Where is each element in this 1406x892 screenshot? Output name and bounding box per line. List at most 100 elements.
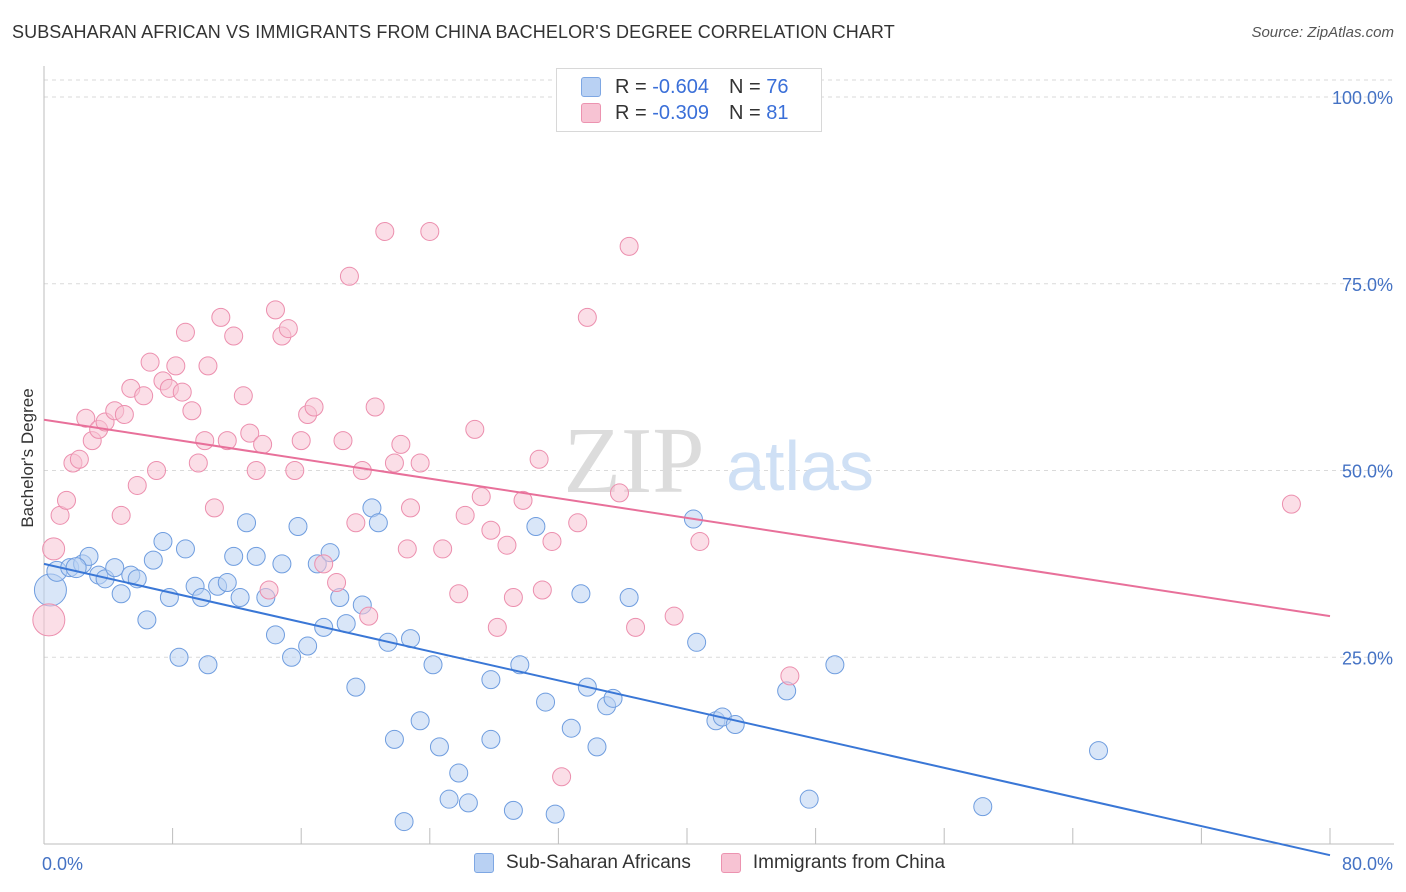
pink-data-point — [147, 461, 167, 480]
pink-data-point — [211, 307, 231, 327]
pink-data-point — [568, 513, 588, 533]
blue-data-point — [65, 557, 87, 579]
legend-r-value: -0.604 — [652, 75, 709, 98]
pink-data-point — [497, 535, 517, 555]
pink-data-point — [217, 431, 237, 451]
pink-data-point — [114, 404, 134, 424]
source-label: Source: ZipAtlas.com — [1251, 24, 1394, 41]
pink-data-point — [32, 603, 66, 637]
legend-row-blue: R = -0.604 N = 76 — [581, 74, 788, 100]
pink-data-point — [76, 408, 96, 428]
pink-data-point — [259, 580, 279, 600]
series-legend-item-blue: Sub-Saharan Africans — [474, 852, 691, 874]
blue-data-point — [298, 636, 318, 656]
pink-data-point — [626, 617, 646, 637]
blue-data-point — [384, 729, 404, 749]
legend-r-label: R = — [615, 75, 647, 98]
blue-data-point — [687, 632, 707, 652]
pink-data-point — [465, 419, 485, 439]
series-swatch-pink — [720, 853, 741, 873]
legend-swatch-blue — [581, 77, 601, 97]
blue-data-point — [105, 558, 125, 578]
blue-data-point — [198, 655, 218, 675]
legend-r-label: R = — [615, 101, 647, 124]
trend-lines — [43, 418, 1331, 857]
y-tick-label: 25.0% — [1342, 648, 1393, 668]
correlation-legend: R = -0.604 N = 76 R = -0.309 N = 81 — [556, 68, 822, 132]
blue-data-point — [246, 546, 266, 566]
data-points — [32, 221, 1301, 832]
blue-data-point — [439, 789, 459, 809]
pink-trend-line — [43, 418, 1331, 618]
pink-data-point — [346, 513, 366, 533]
blue-data-point — [458, 793, 478, 813]
pink-data-point — [42, 537, 66, 561]
pink-data-point — [455, 505, 475, 525]
blue-data-point — [272, 554, 292, 574]
blue-data-point — [481, 670, 501, 690]
blue-data-point — [481, 729, 501, 749]
legend-n-value: 81 — [766, 101, 789, 124]
blue-data-point — [561, 718, 581, 738]
pink-data-point — [57, 490, 77, 510]
pink-data-point — [420, 221, 440, 241]
pink-data-point — [1281, 494, 1301, 514]
blue-data-point — [265, 625, 285, 645]
pink-data-point — [195, 431, 215, 451]
pink-data-point — [198, 356, 218, 376]
pink-data-point — [240, 423, 260, 443]
axes — [43, 66, 1394, 845]
blue-data-point — [346, 677, 366, 697]
y-tick-label: 100.0% — [1332, 88, 1393, 108]
blue-data-point — [619, 587, 639, 607]
legend-n-label: N = — [728, 75, 761, 98]
pink-data-point — [182, 401, 202, 421]
blue-data-point — [449, 763, 469, 783]
blue-data-point — [571, 584, 591, 604]
pink-data-point — [664, 606, 684, 626]
pink-data-point — [365, 397, 385, 417]
blue-data-point — [510, 655, 530, 675]
pink-data-point — [134, 386, 154, 406]
blue-data-point — [169, 647, 189, 667]
pink-data-point — [513, 490, 533, 510]
legend-row-pink: R = -0.309 N = 81 — [581, 100, 788, 126]
x-tick-label: 0.0% — [42, 854, 83, 874]
x-tick-label: 80.0% — [1342, 854, 1393, 874]
pink-data-point — [352, 461, 372, 480]
pink-data-point — [401, 498, 421, 518]
y-tick-label: 50.0% — [1342, 462, 1393, 482]
blue-data-point — [1089, 741, 1109, 761]
pink-data-point — [327, 573, 347, 593]
pink-data-point — [552, 767, 572, 787]
blue-data-point — [503, 800, 523, 820]
pink-data-point — [375, 221, 395, 241]
pink-data-point — [333, 431, 353, 451]
watermark: ZIP atlas — [564, 409, 874, 513]
pink-data-point — [359, 606, 379, 626]
axis-labels: 25.0% 50.0% 75.0% 100.0% 0.0% 80.0% Bachelor's… — [18, 88, 1393, 874]
blue-data-point — [536, 692, 556, 712]
pink-data-point — [188, 453, 208, 473]
legend-swatch-pink — [581, 103, 601, 123]
blue-data-point — [111, 584, 131, 604]
pink-data-point — [233, 386, 253, 406]
blue-data-point — [153, 531, 173, 551]
pink-data-point — [166, 356, 186, 376]
pink-data-point — [314, 554, 334, 574]
pink-data-point — [410, 453, 430, 473]
pink-data-point — [619, 236, 639, 256]
blue-data-point — [410, 711, 430, 731]
series-legend: Sub-Saharan Africans Immigrants from Chi… — [474, 852, 975, 874]
pink-data-point — [503, 587, 523, 607]
pink-data-point — [285, 461, 305, 480]
series-legend-item-pink: Immigrants from China — [720, 852, 945, 874]
chart-title: SUBSAHARAN AFRICAN VS IMMIGRANTS FROM CH… — [12, 22, 895, 42]
pink-data-point — [780, 666, 800, 686]
blue-data-point — [143, 550, 163, 570]
pink-data-point — [690, 531, 710, 551]
pink-data-point — [384, 453, 404, 473]
legend-r-value: -0.309 — [652, 101, 709, 124]
blue-data-point — [799, 789, 819, 809]
